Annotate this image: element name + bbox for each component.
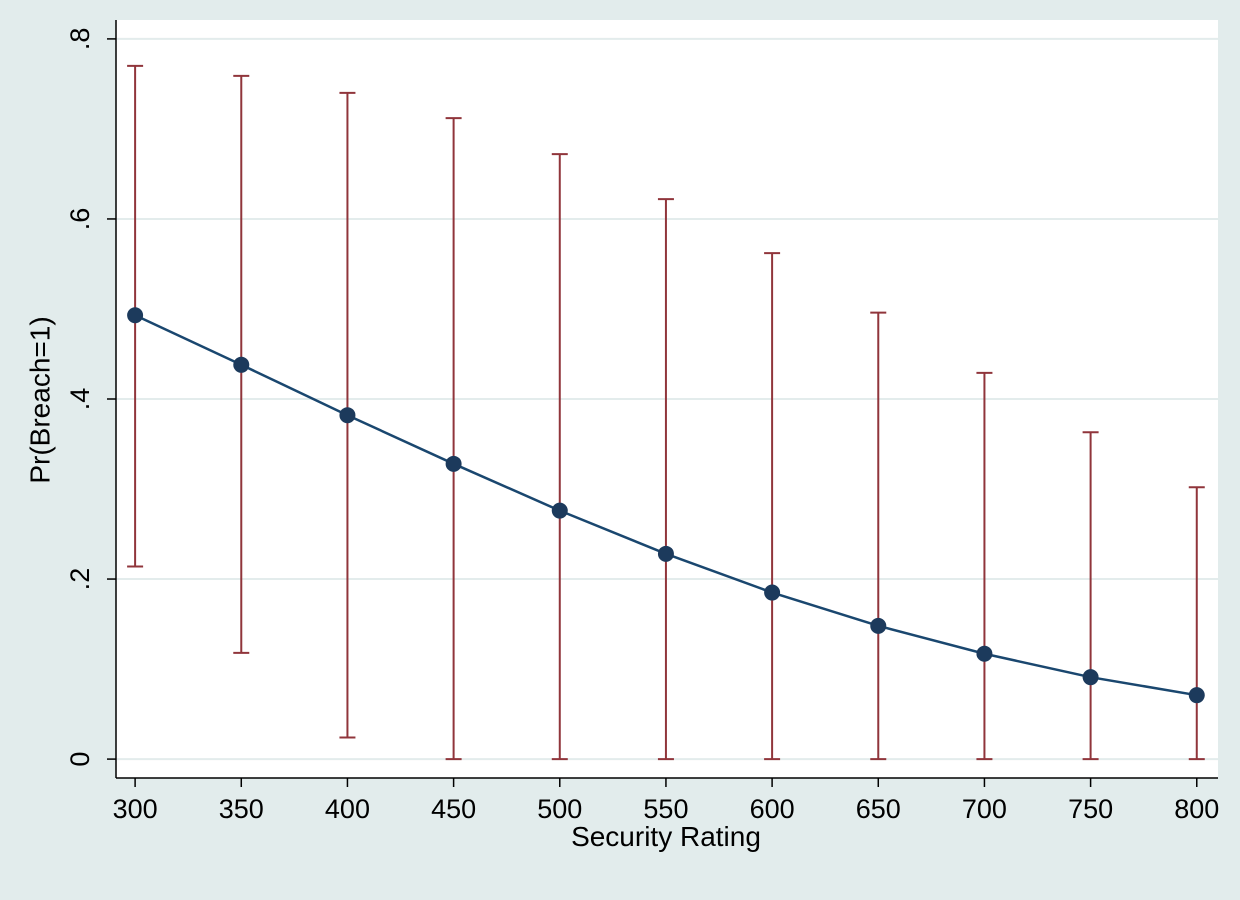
- point: [127, 307, 144, 324]
- error-bar: [445, 117, 462, 761]
- error-bar: [657, 198, 674, 761]
- error-bar: [764, 252, 781, 761]
- point: [1082, 669, 1099, 686]
- error-bar: [1082, 431, 1099, 761]
- x-tick-label: 700: [962, 794, 1007, 824]
- y-tick-label: .8: [65, 28, 95, 51]
- point: [1188, 687, 1205, 704]
- y-tick-label: 0: [65, 752, 95, 767]
- point: [976, 645, 993, 662]
- point: [870, 617, 887, 634]
- error-bar: [1188, 486, 1205, 761]
- error-bar: [551, 153, 568, 761]
- x-tick-label: 350: [219, 794, 264, 824]
- y-tick-label: .4: [65, 388, 95, 411]
- error-bar: [976, 371, 993, 761]
- x-tick-label: 750: [1068, 794, 1113, 824]
- error-bar: [870, 311, 887, 761]
- x-tick-label: 800: [1174, 794, 1219, 824]
- x-tick-label: 650: [856, 794, 901, 824]
- y-tick-label: .2: [65, 568, 95, 591]
- point: [551, 502, 568, 519]
- y-axis-label: Pr(Breach=1): [24, 316, 55, 483]
- y-tick-label: .6: [65, 208, 95, 231]
- point: [657, 545, 674, 562]
- x-axis-label: Security Rating: [571, 821, 761, 852]
- x-tick-label: 450: [431, 794, 476, 824]
- x-tick-label: 300: [113, 794, 158, 824]
- x-tick-label: 500: [537, 794, 582, 824]
- point: [764, 584, 781, 601]
- x-tick-label: 400: [325, 794, 370, 824]
- point: [233, 356, 250, 373]
- x-tick-label: 550: [643, 794, 688, 824]
- point: [445, 455, 462, 472]
- point: [339, 407, 356, 424]
- x-tick-label: 600: [750, 794, 795, 824]
